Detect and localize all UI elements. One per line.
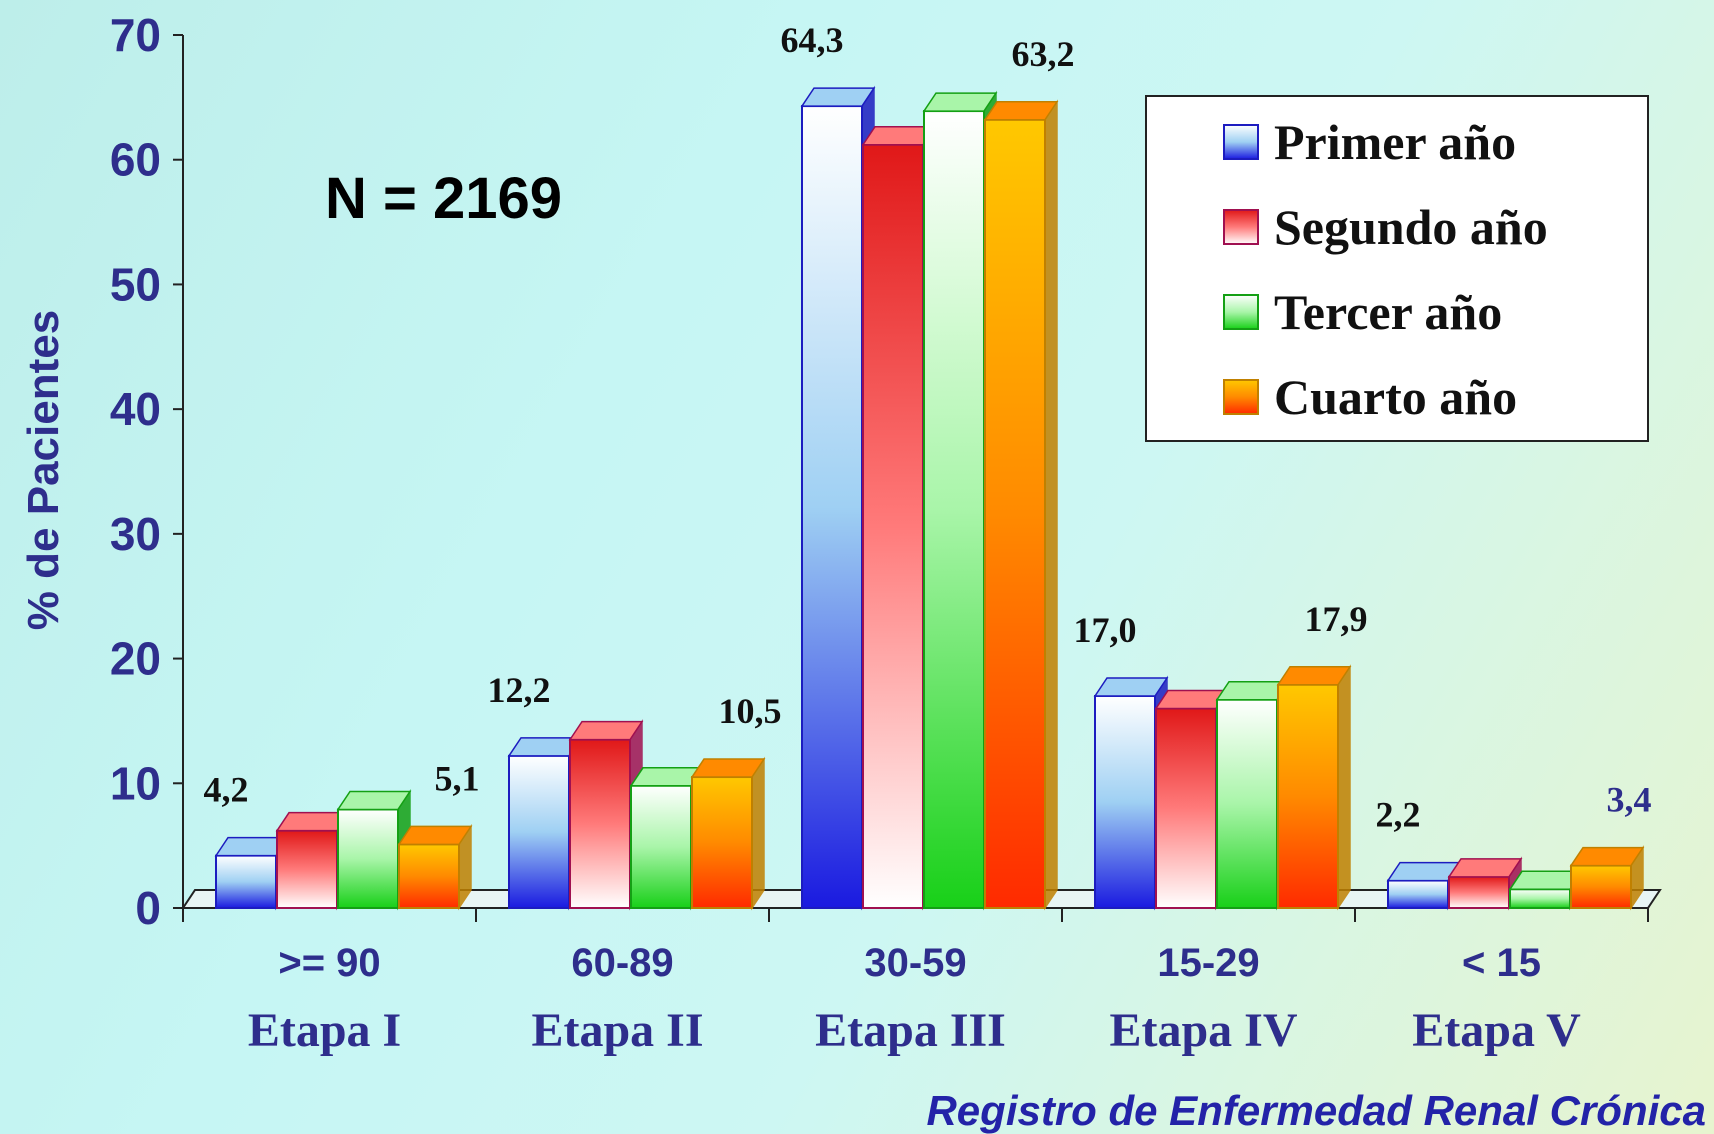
bar-side xyxy=(1337,664,1351,911)
bar-front xyxy=(862,143,924,909)
legend-item: Primer año xyxy=(1223,114,1516,170)
bar-top xyxy=(800,87,876,107)
bar-front xyxy=(1216,698,1278,910)
bar-front xyxy=(215,854,277,909)
x-tick-label: < 15 xyxy=(1462,941,1541,985)
legend-swatch xyxy=(1223,379,1259,415)
bar xyxy=(690,756,766,911)
x-subcategory-label: Etapa IV xyxy=(1109,1004,1297,1057)
legend-item: Tercer año xyxy=(1223,284,1502,340)
bar-front xyxy=(1277,683,1339,909)
bar-front xyxy=(276,829,338,909)
x-tick-label: 30-59 xyxy=(864,941,966,985)
legend-swatch xyxy=(1223,124,1259,160)
data-labels: 4,2 5,1 12,2 10,5 64,3 63,2 17,0 17,9 2,2 3,4 xyxy=(204,20,1652,834)
legend-label: Segundo año xyxy=(1274,199,1548,255)
bar-front xyxy=(1155,707,1217,910)
y-tick-label: 10 xyxy=(110,757,161,809)
bar-front xyxy=(398,843,460,909)
bar-top xyxy=(568,720,644,741)
y-tick-label: 0 xyxy=(135,882,161,934)
legend-item: Segundo año xyxy=(1223,199,1548,255)
bar-side xyxy=(751,756,765,911)
y-tick-label: 70 xyxy=(110,9,161,61)
bar-front xyxy=(630,784,692,910)
legend-swatch xyxy=(1223,294,1259,330)
bar-front xyxy=(1387,879,1449,910)
y-tick-label: 50 xyxy=(110,258,161,310)
bar-front xyxy=(984,118,1046,909)
bars xyxy=(214,85,1645,911)
bar-top xyxy=(922,92,998,112)
bar xyxy=(214,835,290,911)
data-label: 64,3 xyxy=(781,20,844,60)
y-tick-label: 60 xyxy=(110,134,161,186)
bar-front xyxy=(801,105,863,909)
bar-top xyxy=(397,825,473,846)
x-subcategory-label: Etapa I xyxy=(248,1004,401,1057)
bar-front xyxy=(1570,864,1632,910)
bar-front xyxy=(923,110,985,909)
bar-front xyxy=(1094,694,1156,909)
legend-label: Tercer año xyxy=(1274,284,1502,340)
bar-front xyxy=(1509,888,1571,909)
data-label: 5,1 xyxy=(435,758,480,798)
sample-size-annotation: N = 2169 xyxy=(325,166,562,231)
legend: Primer año Segundo año Tercer año Cuarto añ… xyxy=(1145,95,1649,442)
y-tick-label: 30 xyxy=(110,508,161,560)
legend-item: Cuarto año xyxy=(1223,369,1517,425)
bar xyxy=(397,823,473,911)
data-label: 12,2 xyxy=(488,670,551,710)
legend-label: Primer año xyxy=(1274,114,1516,170)
x-tick-label: >= 90 xyxy=(278,941,380,985)
data-label: 10,5 xyxy=(719,691,782,731)
x-subcategory-label: Etapa V xyxy=(1412,1004,1581,1057)
bar xyxy=(1276,664,1352,911)
bar-top xyxy=(1093,677,1169,697)
y-tick-label: 20 xyxy=(110,633,161,685)
data-label: 63,2 xyxy=(1012,34,1075,74)
bar xyxy=(1569,845,1645,911)
bar-top xyxy=(1276,666,1352,686)
x-subcategory-label: Etapa II xyxy=(531,1004,703,1057)
x-axis-labels: >= 90 Etapa I 60-89 Etapa II 30-59 Etapa III 1… xyxy=(248,941,1581,1057)
footer-source: Registro de Enfermedad Renal Crónica xyxy=(926,1087,1706,1134)
bar-front xyxy=(691,776,753,909)
data-label: 2,2 xyxy=(1376,795,1421,835)
bar-top xyxy=(336,790,412,811)
data-label: 4,2 xyxy=(204,770,249,810)
x-tick-label: 15-29 xyxy=(1157,941,1259,985)
bar-top xyxy=(1447,858,1523,878)
bar-side xyxy=(1044,99,1058,911)
bar xyxy=(983,99,1059,911)
data-label: 17,0 xyxy=(1074,610,1137,650)
y-axis-label: % de Pacientes xyxy=(19,310,68,630)
legend-label: Cuarto año xyxy=(1274,369,1517,425)
bar-top xyxy=(1569,846,1645,867)
bar-front xyxy=(569,738,631,910)
bar-top xyxy=(690,758,766,778)
x-subcategory-label: Etapa III xyxy=(815,1004,1006,1057)
bar-front xyxy=(508,754,570,909)
legend-swatch xyxy=(1223,209,1259,245)
bar-top xyxy=(983,101,1059,121)
bar xyxy=(568,719,644,911)
bar-front xyxy=(1448,875,1510,909)
x-tick-label: 60-89 xyxy=(571,941,673,985)
y-tick-label: 40 xyxy=(110,383,161,435)
data-label: 17,9 xyxy=(1305,599,1368,639)
bar-front xyxy=(337,808,399,909)
data-label: 3,4 xyxy=(1607,780,1652,820)
